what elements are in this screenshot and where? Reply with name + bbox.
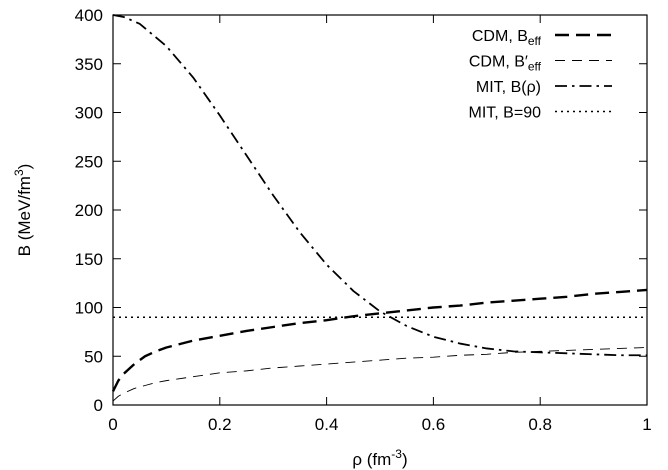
x-tick-label: 1: [642, 415, 651, 434]
series-line: [112, 14, 647, 357]
legend-entry: MIT, B=90: [469, 105, 542, 122]
x-tick-label: 0.2: [208, 415, 232, 434]
series-group: [111, 14, 648, 402]
plot-frame: [112, 14, 648, 406]
y-tick-label: 200: [75, 201, 103, 220]
y-axis-label: B (MeV/fm3): [12, 164, 34, 257]
y-tick-label: 0: [94, 396, 103, 415]
y-tick-label: 150: [75, 250, 103, 269]
y-tick-label: 100: [75, 299, 103, 318]
x-tick-label: 0.4: [315, 415, 339, 434]
legend-entry: CDM, B′eff: [469, 54, 542, 74]
legend-entry: MIT, B(ρ): [476, 79, 541, 96]
y-tick-label: 50: [84, 347, 103, 366]
x-axis-label: ρ (fm-3): [352, 447, 407, 469]
x-tick-label: 0: [108, 415, 117, 434]
y-tick-label: 300: [75, 104, 103, 123]
y-tick-label: 250: [75, 152, 103, 171]
x-tick-label: 0.8: [528, 415, 552, 434]
series-line: [112, 347, 648, 402]
legend: CDM, Beff CDM, B′eff MIT, B(ρ) MIT, B=90: [469, 28, 612, 122]
axis-ticks: [112, 14, 648, 406]
series-line: [111, 288, 648, 392]
legend-entry: CDM, Beff: [472, 28, 542, 48]
y-tick-label: 400: [75, 6, 103, 25]
y-tick-label: 350: [75, 55, 103, 74]
x-tick-label: 0.6: [422, 415, 446, 434]
tick-labels: 0 0.2 0.4 0.6 0.8 1 0 50 100 150 200 250 300 350 400: [75, 6, 652, 434]
